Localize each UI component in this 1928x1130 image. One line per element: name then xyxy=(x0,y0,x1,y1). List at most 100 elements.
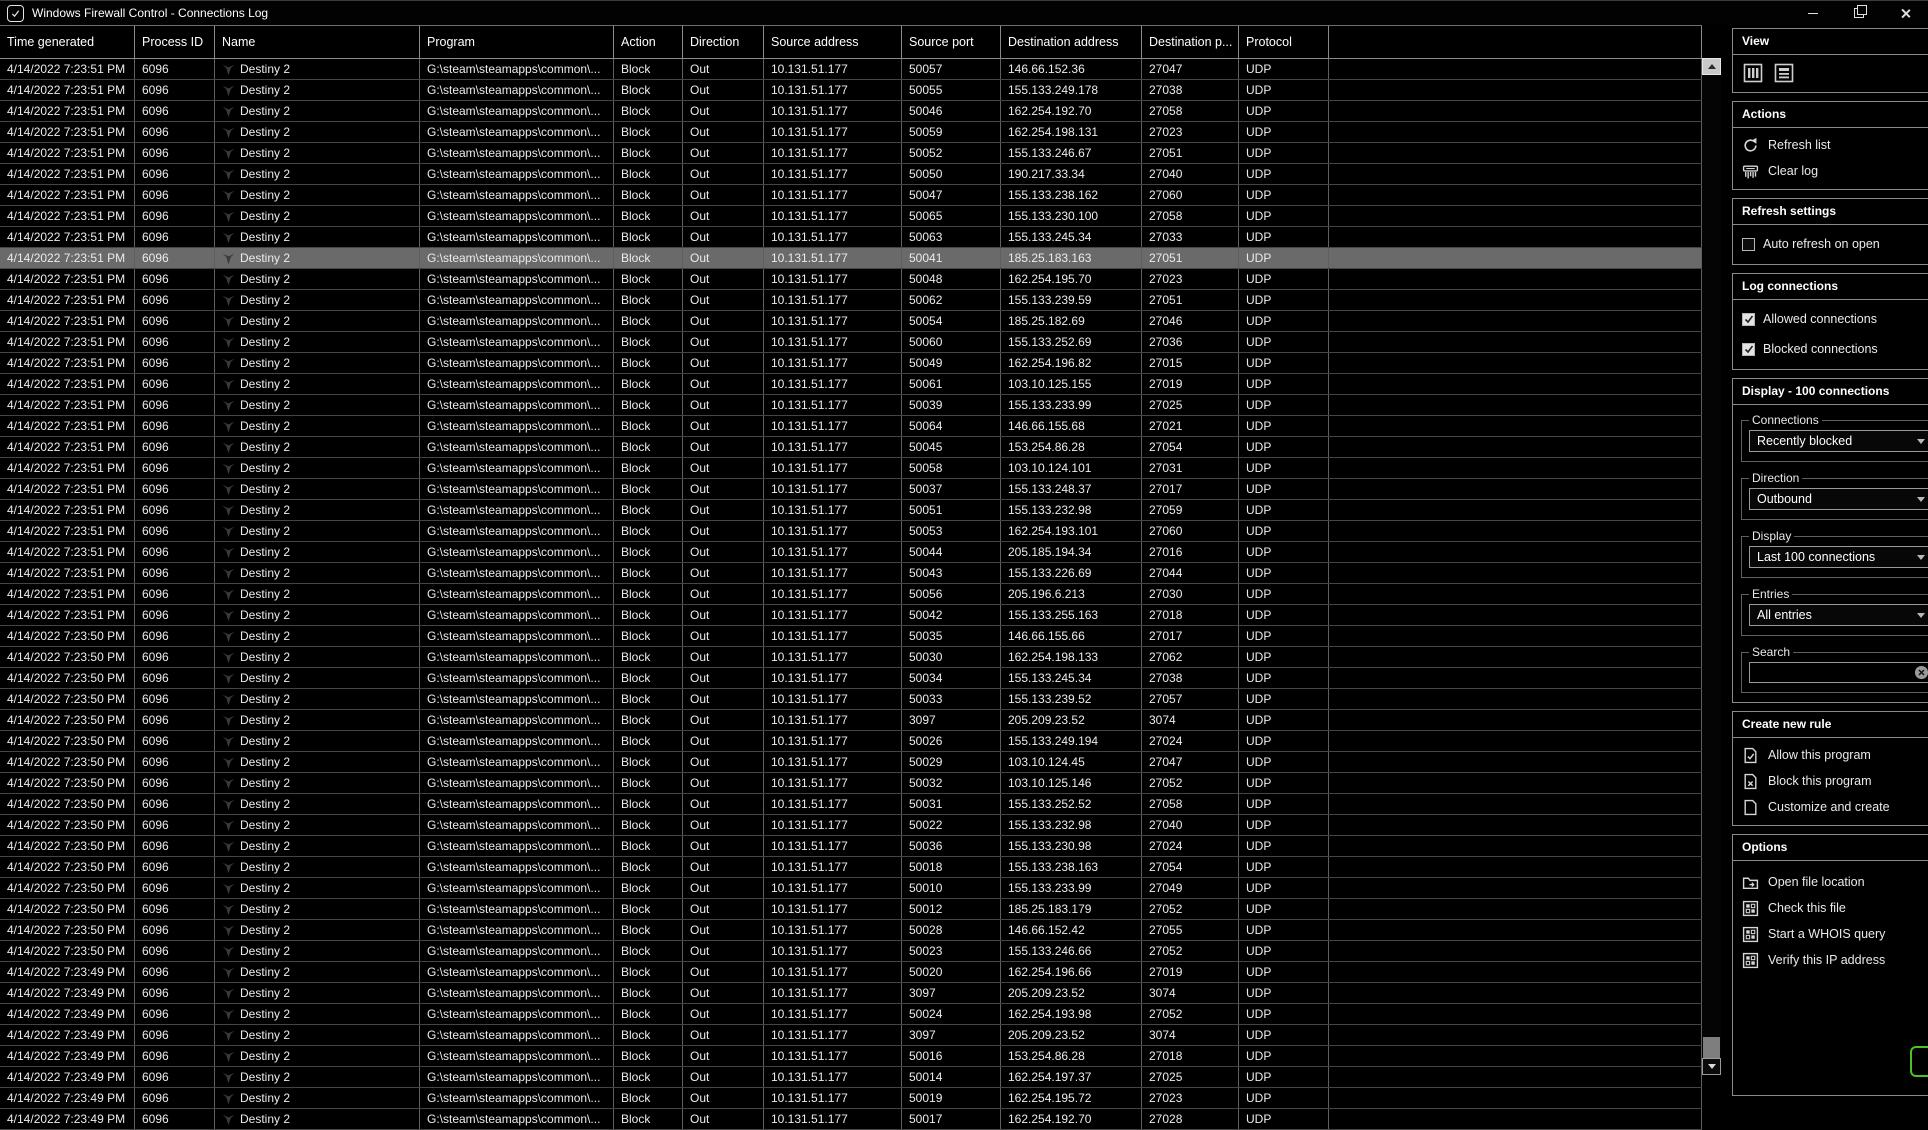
start-whois-query-button[interactable]: Start a WHOIS query xyxy=(1733,921,1928,947)
allowed-connections-checkbox[interactable] xyxy=(1742,312,1755,326)
allowed-connections-row[interactable]: Allowed connections xyxy=(1733,304,1928,334)
table-row[interactable]: 4/14/2022 7:23:50 PM 6096 Destiny 2 G:\stea… xyxy=(0,899,1702,920)
table-row[interactable]: 4/14/2022 7:23:51 PM 6096 Destiny 2 G:\stea… xyxy=(0,164,1702,185)
column-header-name[interactable]: Name xyxy=(215,26,420,58)
table-row[interactable]: 4/14/2022 7:23:50 PM 6096 Destiny 2 G:\stea… xyxy=(0,647,1702,668)
table-row[interactable]: 4/14/2022 7:23:50 PM 6096 Destiny 2 G:\stea… xyxy=(0,941,1702,962)
table-row[interactable]: 4/14/2022 7:23:50 PM 6096 Destiny 2 G:\stea… xyxy=(0,752,1702,773)
table-row[interactable]: 4/14/2022 7:23:49 PM 6096 Destiny 2 G:\stea… xyxy=(0,1004,1702,1025)
table-row[interactable]: 4/14/2022 7:23:50 PM 6096 Destiny 2 G:\stea… xyxy=(0,731,1702,752)
scroll-up-button[interactable] xyxy=(1702,58,1721,75)
destiny2-icon xyxy=(222,988,235,999)
table-row[interactable]: 4/14/2022 7:23:49 PM 6096 Destiny 2 G:\stea… xyxy=(0,1067,1702,1088)
table-row[interactable]: 4/14/2022 7:23:51 PM 6096 Destiny 2 G:\stea… xyxy=(0,290,1702,311)
verify-ip-address-button[interactable]: Verify this IP address xyxy=(1733,947,1928,973)
blocked-connections-checkbox[interactable] xyxy=(1742,342,1755,356)
cell-filler xyxy=(1329,416,1702,436)
column-header-program[interactable]: Program xyxy=(420,26,614,58)
column-header-action[interactable]: Action xyxy=(614,26,683,58)
column-header-pid[interactable]: Process ID xyxy=(135,26,215,58)
minimize-button[interactable] xyxy=(1790,1,1836,25)
column-header-dir[interactable]: Direction xyxy=(683,26,764,58)
table-row[interactable]: 4/14/2022 7:23:51 PM 6096 Destiny 2 G:\stea… xyxy=(0,206,1702,227)
cell-dst: 146.66.155.66 xyxy=(1001,626,1142,646)
table-row[interactable]: 4/14/2022 7:23:50 PM 6096 Destiny 2 G:\stea… xyxy=(0,689,1702,710)
table-row[interactable]: 4/14/2022 7:23:49 PM 6096 Destiny 2 G:\stea… xyxy=(0,962,1702,983)
table-row[interactable]: 4/14/2022 7:23:51 PM 6096 Destiny 2 G:\stea… xyxy=(0,143,1702,164)
table-row[interactable]: 4/14/2022 7:23:50 PM 6096 Destiny 2 G:\stea… xyxy=(0,857,1702,878)
table-row[interactable]: 4/14/2022 7:23:49 PM 6096 Destiny 2 G:\stea… xyxy=(0,983,1702,1004)
table-row[interactable]: 4/14/2022 7:23:51 PM 6096 Destiny 2 G:\stea… xyxy=(0,269,1702,290)
column-header-proto[interactable]: Protocol xyxy=(1239,26,1329,58)
customize-and-create-button[interactable]: Customize and create xyxy=(1733,794,1928,820)
table-row[interactable]: 4/14/2022 7:23:50 PM 6096 Destiny 2 G:\stea… xyxy=(0,836,1702,857)
table-row[interactable]: 4/14/2022 7:23:51 PM 6096 Destiny 2 G:\stea… xyxy=(0,353,1702,374)
clear-log-button[interactable]: Clear log xyxy=(1733,158,1928,184)
display-dropdown[interactable]: Last 100 connections xyxy=(1749,546,1928,568)
table-row[interactable]: 4/14/2022 7:23:51 PM 6096 Destiny 2 G:\stea… xyxy=(0,227,1702,248)
table-row[interactable]: 4/14/2022 7:23:51 PM 6096 Destiny 2 G:\stea… xyxy=(0,185,1702,206)
column-header-dst[interactable]: Destination address xyxy=(1001,26,1142,58)
connections-dropdown[interactable]: Recently blocked xyxy=(1749,430,1928,452)
table-row[interactable]: 4/14/2022 7:23:51 PM 6096 Destiny 2 G:\stea… xyxy=(0,395,1702,416)
table-row[interactable]: 4/14/2022 7:23:51 PM 6096 Destiny 2 G:\stea… xyxy=(0,311,1702,332)
refresh-list-button[interactable]: Refresh list xyxy=(1733,132,1928,158)
table-row[interactable]: 4/14/2022 7:23:51 PM 6096 Destiny 2 G:\stea… xyxy=(0,458,1702,479)
table-row[interactable]: 4/14/2022 7:23:49 PM 6096 Destiny 2 G:\stea… xyxy=(0,1088,1702,1109)
open-file-location-button[interactable]: Open file location xyxy=(1733,869,1928,895)
cell-filler xyxy=(1329,206,1702,226)
table-row[interactable]: 4/14/2022 7:23:51 PM 6096 Destiny 2 G:\stea… xyxy=(0,521,1702,542)
table-row[interactable]: 4/14/2022 7:23:50 PM 6096 Destiny 2 G:\stea… xyxy=(0,794,1702,815)
table-row[interactable]: 4/14/2022 7:23:51 PM 6096 Destiny 2 G:\stea… xyxy=(0,479,1702,500)
auto-refresh-checkbox-row[interactable]: Auto refresh on open xyxy=(1733,229,1928,259)
view-details-button[interactable] xyxy=(1773,62,1795,84)
table-row[interactable]: 4/14/2022 7:23:50 PM 6096 Destiny 2 G:\stea… xyxy=(0,668,1702,689)
direction-dropdown[interactable]: Outbound xyxy=(1749,488,1928,510)
allow-this-program-button[interactable]: Allow this program xyxy=(1733,742,1928,768)
scrollbar-thumb[interactable] xyxy=(1703,1037,1720,1058)
table-row[interactable]: 4/14/2022 7:23:51 PM 6096 Destiny 2 G:\stea… xyxy=(0,563,1702,584)
table-row[interactable]: 4/14/2022 7:23:51 PM 6096 Destiny 2 G:\stea… xyxy=(0,584,1702,605)
table-row[interactable]: 4/14/2022 7:23:49 PM 6096 Destiny 2 G:\stea… xyxy=(0,1025,1702,1046)
cell-dport: 27055 xyxy=(1142,920,1239,940)
table-row[interactable]: 4/14/2022 7:23:51 PM 6096 Destiny 2 G:\stea… xyxy=(0,605,1702,626)
table-row[interactable]: 4/14/2022 7:23:51 PM 6096 Destiny 2 G:\stea… xyxy=(0,101,1702,122)
table-row[interactable]: 4/14/2022 7:23:50 PM 6096 Destiny 2 G:\stea… xyxy=(0,815,1702,836)
table-row[interactable]: 4/14/2022 7:23:50 PM 6096 Destiny 2 G:\stea… xyxy=(0,773,1702,794)
entries-dropdown[interactable]: All entries xyxy=(1749,604,1928,626)
table-row[interactable]: 4/14/2022 7:23:51 PM 6096 Destiny 2 G:\stea… xyxy=(0,542,1702,563)
table-row[interactable]: 4/14/2022 7:23:51 PM 6096 Destiny 2 G:\stea… xyxy=(0,374,1702,395)
blocked-connections-row[interactable]: Blocked connections xyxy=(1733,334,1928,364)
clear-icon[interactable] xyxy=(1914,665,1928,680)
scrollbar-track[interactable] xyxy=(1702,75,1721,1058)
table-row[interactable]: 4/14/2022 7:23:50 PM 6096 Destiny 2 G:\stea… xyxy=(0,710,1702,731)
table-row[interactable]: 4/14/2022 7:23:51 PM 6096 Destiny 2 G:\stea… xyxy=(0,416,1702,437)
check-this-file-button[interactable]: Check this file xyxy=(1733,895,1928,921)
table-row[interactable]: 4/14/2022 7:23:51 PM 6096 Destiny 2 G:\stea… xyxy=(0,437,1702,458)
restore-button[interactable] xyxy=(1836,1,1882,25)
table-row[interactable]: 4/14/2022 7:23:49 PM 6096 Destiny 2 G:\stea… xyxy=(0,1046,1702,1067)
table-row[interactable]: 4/14/2022 7:23:50 PM 6096 Destiny 2 G:\stea… xyxy=(0,878,1702,899)
table-row[interactable]: 4/14/2022 7:23:51 PM 6096 Destiny 2 G:\stea… xyxy=(0,80,1702,101)
column-header-sport[interactable]: Source port xyxy=(902,26,1001,58)
table-row[interactable]: 4/14/2022 7:23:51 PM 6096 Destiny 2 G:\stea… xyxy=(0,122,1702,143)
block-this-program-button[interactable]: Block this program xyxy=(1733,768,1928,794)
cell-time: 4/14/2022 7:23:51 PM xyxy=(0,416,135,436)
table-row[interactable]: 4/14/2022 7:23:51 PM 6096 Destiny 2 G:\stea… xyxy=(0,332,1702,353)
vertical-scrollbar[interactable] xyxy=(1702,25,1721,1081)
search-input[interactable] xyxy=(1755,664,1914,681)
table-row[interactable]: 4/14/2022 7:23:50 PM 6096 Destiny 2 G:\stea… xyxy=(0,626,1702,647)
scroll-down-button[interactable] xyxy=(1702,1058,1721,1075)
column-header-time[interactable]: Time generated xyxy=(0,26,135,58)
table-row-selected[interactable]: 4/14/2022 7:23:51 PM 6096 Destiny 2 G:\stea… xyxy=(0,248,1702,269)
auto-refresh-checkbox[interactable] xyxy=(1742,237,1755,251)
close-button[interactable] xyxy=(1882,1,1928,25)
table-row[interactable]: 4/14/2022 7:23:49 PM 6096 Destiny 2 G:\stea… xyxy=(0,1109,1702,1130)
table-row[interactable]: 4/14/2022 7:23:50 PM 6096 Destiny 2 G:\stea… xyxy=(0,920,1702,941)
column-header-src[interactable]: Source address xyxy=(764,26,902,58)
view-columns-button[interactable] xyxy=(1742,62,1764,84)
destiny2-icon xyxy=(222,694,235,705)
table-row[interactable]: 4/14/2022 7:23:51 PM 6096 Destiny 2 G:\stea… xyxy=(0,500,1702,521)
column-header-dport[interactable]: Destination p... xyxy=(1142,26,1239,58)
table-row[interactable]: 4/14/2022 7:23:51 PM 6096 Destiny 2 G:\stea… xyxy=(0,59,1702,80)
